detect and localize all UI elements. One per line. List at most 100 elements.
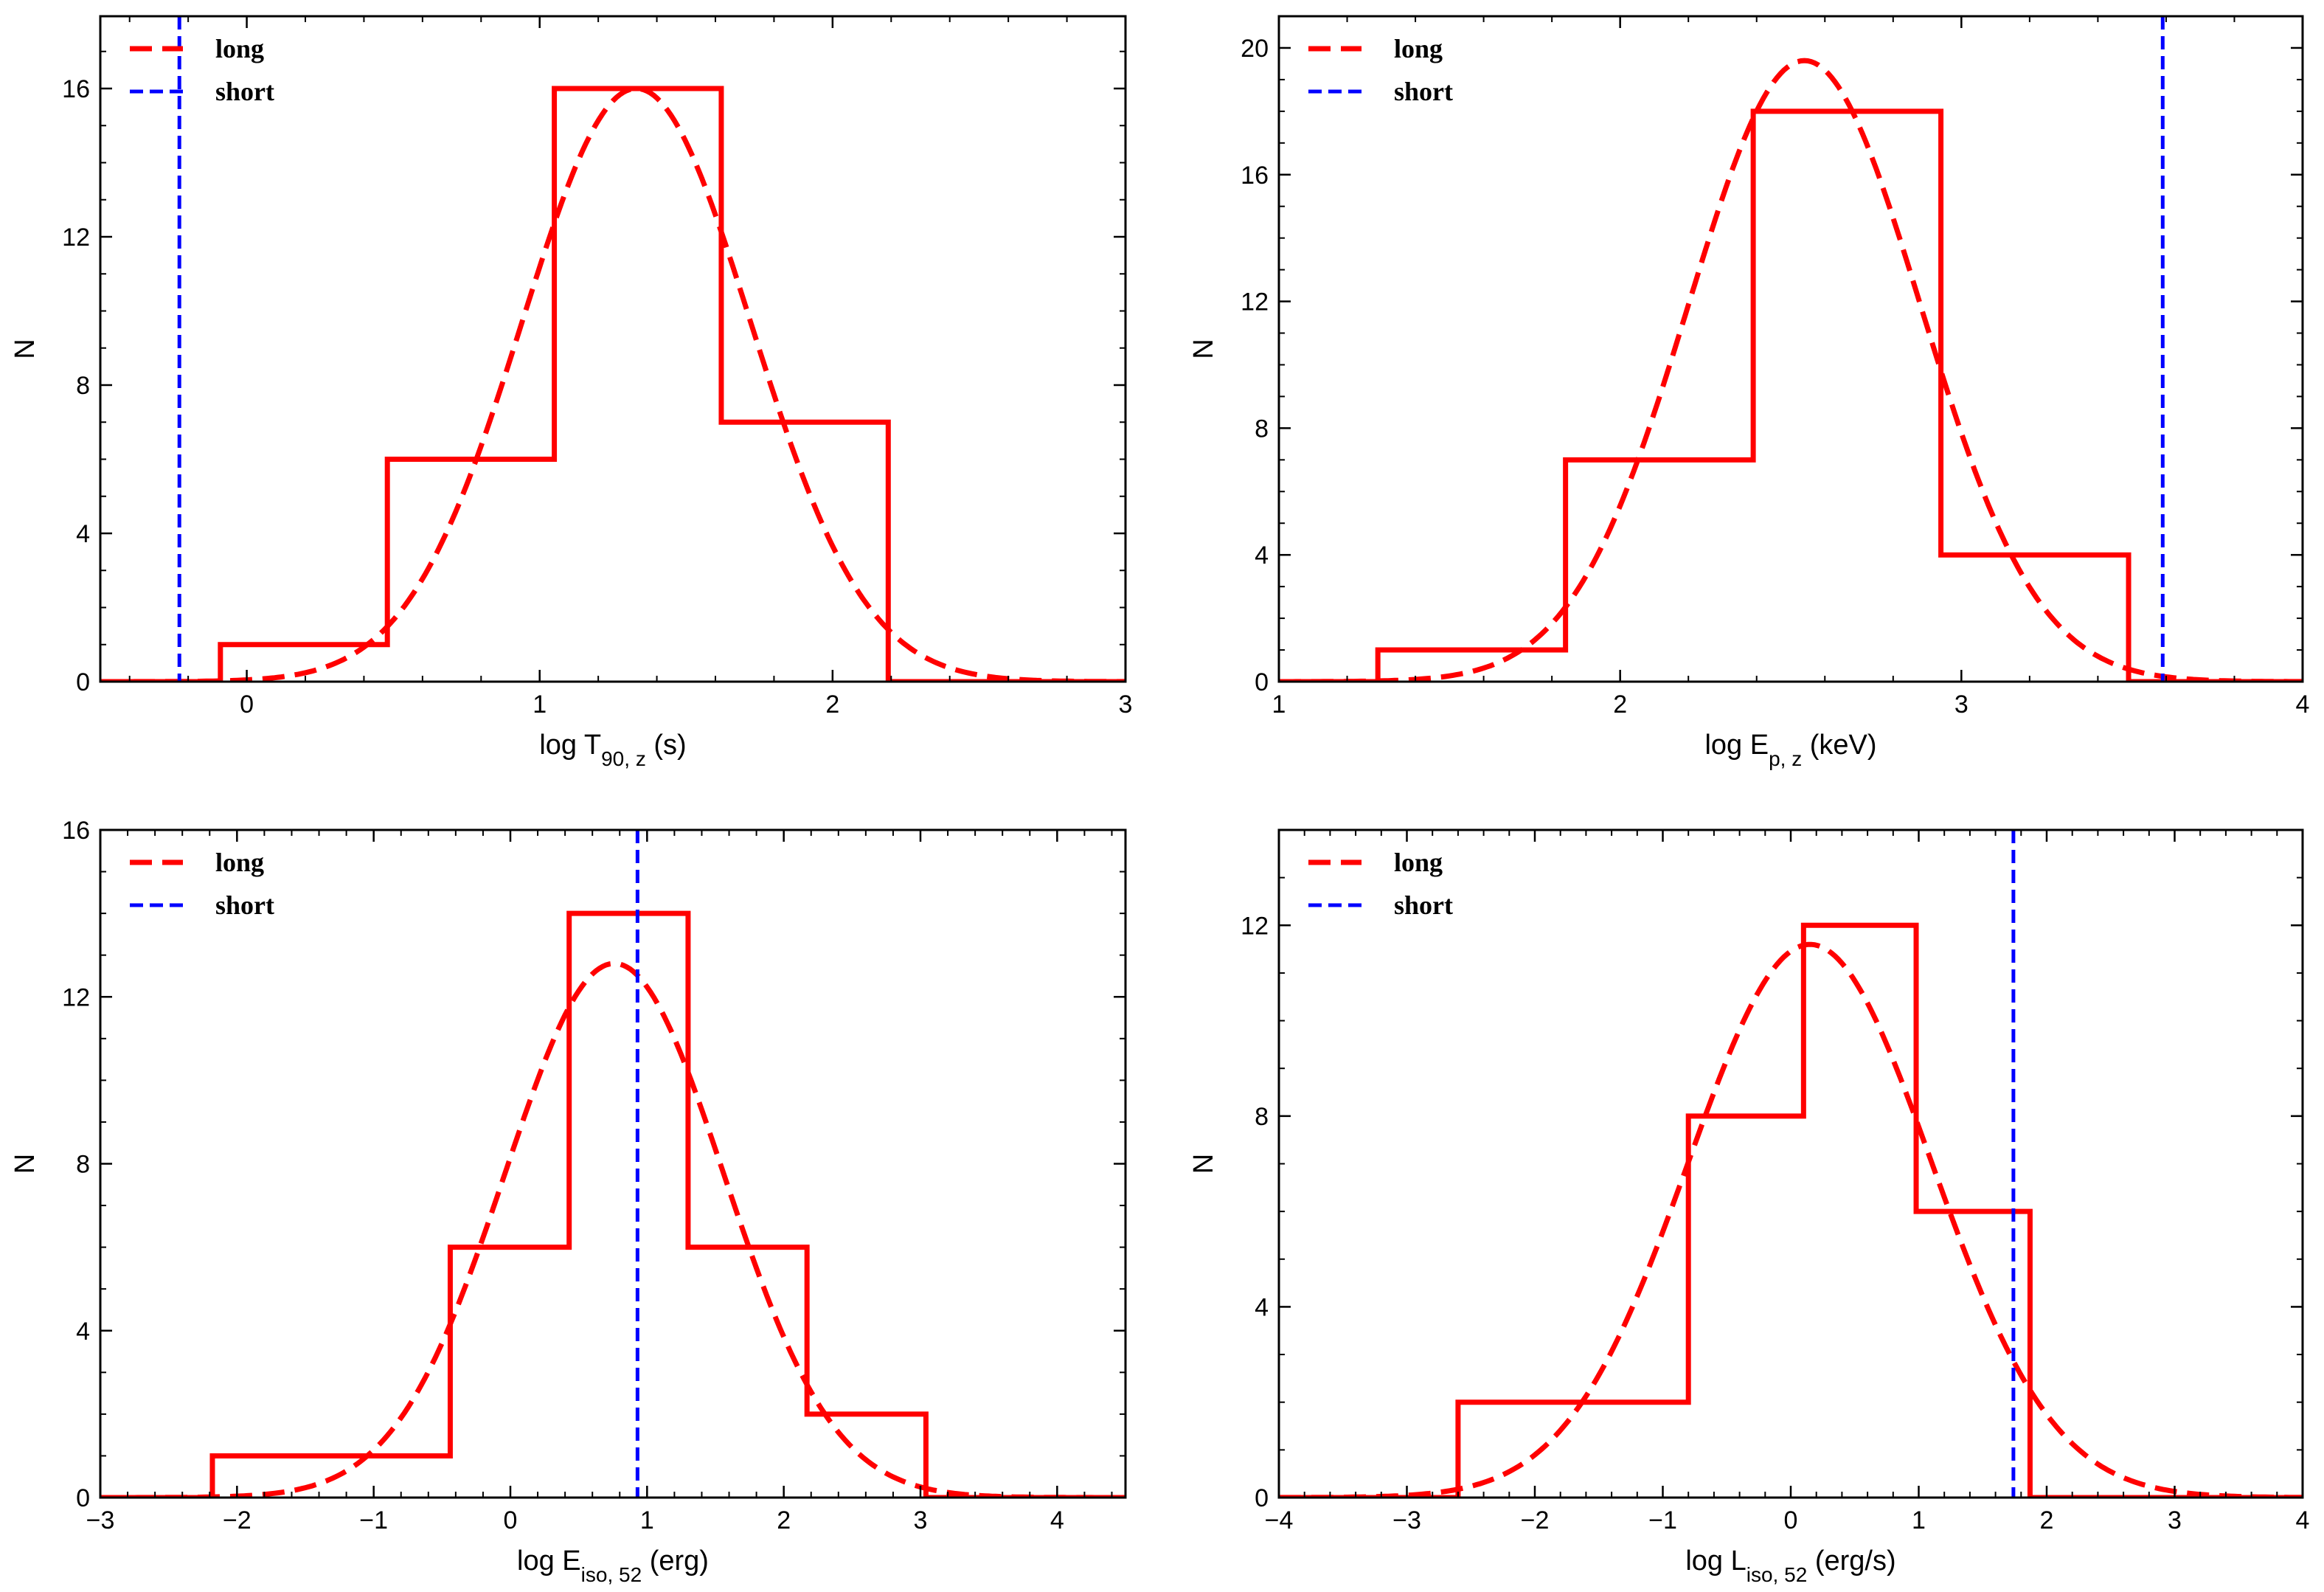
y-tick-label: 12 <box>1241 912 1269 940</box>
histogram-long <box>1279 922 2303 1498</box>
x-tick-label: 2 <box>825 691 839 719</box>
x-tick-label: 4 <box>1050 1506 1064 1534</box>
histogram-bin-4 <box>569 913 688 1498</box>
y-axis-label: N <box>10 339 41 359</box>
legend-label-long: long <box>215 34 264 63</box>
x-tick-label: 1 <box>640 1506 654 1534</box>
x-tick-label: 1 <box>1272 691 1286 719</box>
x-axis-label: log T90, z (s) <box>539 730 686 770</box>
x-tick-label: 0 <box>240 691 254 719</box>
y-axis-label: N <box>10 1154 41 1174</box>
x-axis-label-subscript: 90, z <box>601 747 646 770</box>
legend-label-long: long <box>1394 848 1443 877</box>
plot-frame <box>1277 828 2304 1499</box>
histogram-bin-4 <box>1803 925 1916 1498</box>
x-tick-label: 0 <box>504 1506 518 1534</box>
histogram-bin-2 <box>331 1456 450 1498</box>
y-axis-label: N <box>1188 1154 1219 1174</box>
gaussian-fit-long <box>100 86 1125 682</box>
x-tick-label: 3 <box>914 1506 928 1534</box>
y-tick-label: 4 <box>76 520 90 548</box>
y-tick-label: 4 <box>1255 541 1269 570</box>
histogram-bin-2 <box>387 459 554 682</box>
x-axis-label-main: log L <box>1685 1546 1746 1577</box>
plot-frame <box>1277 15 2304 683</box>
legend-label-short: short <box>1394 77 1453 106</box>
x-tick-label: −1 <box>1648 1506 1677 1534</box>
x-axis-label: log Eiso, 52 (erg) <box>517 1546 709 1586</box>
plot-area <box>1279 16 2303 682</box>
y-tick-label: 0 <box>76 668 90 696</box>
x-tick-label: −3 <box>86 1506 115 1534</box>
y-axis-label: N <box>1188 339 1219 359</box>
x-axis-label-subscript: iso, 52 <box>581 1563 642 1586</box>
x-tick-label: 1 <box>533 691 547 719</box>
y-tick-label: 8 <box>76 372 90 400</box>
histogram-bin-3 <box>1753 111 1940 682</box>
histogram-long <box>100 86 1125 682</box>
y-tick-label: 0 <box>76 1484 90 1512</box>
x-tick-label: −4 <box>1265 1506 1294 1534</box>
histogram-bin-3 <box>555 89 721 682</box>
x-tick-label: 3 <box>2168 1506 2182 1534</box>
legend-label-short: short <box>1394 890 1453 920</box>
x-tick-label: 0 <box>1784 1506 1798 1534</box>
y-tick-label: 12 <box>1241 288 1269 316</box>
x-axis-label-subscript: p, z <box>1769 747 1802 770</box>
x-tick-label: 3 <box>1119 691 1133 719</box>
y-tick-label: 12 <box>62 983 90 1011</box>
x-axis-label-main: log E <box>1704 730 1769 761</box>
x-axis-label-main: log T <box>539 730 601 761</box>
x-tick-label: −1 <box>359 1506 388 1534</box>
y-tick-label: 8 <box>1255 415 1269 443</box>
x-tick-label: 2 <box>1613 691 1627 719</box>
histogram-long <box>1279 108 2303 682</box>
y-tick-label: 16 <box>62 817 90 845</box>
histogram-long <box>100 910 1125 1498</box>
plot-area <box>100 830 1125 1498</box>
legend-label-short: short <box>215 890 274 920</box>
y-tick-label: 0 <box>1255 1484 1269 1512</box>
x-tick-label: 4 <box>2296 1506 2310 1534</box>
x-tick-label: 2 <box>2040 1506 2054 1534</box>
x-tick-label: 4 <box>2296 691 2310 719</box>
y-tick-label: 0 <box>1255 668 1269 696</box>
histogram-bin-6 <box>807 1414 926 1498</box>
gaussian-fit-long <box>100 961 1125 1498</box>
histogram-bin-4 <box>721 422 888 682</box>
legend-label-long: long <box>215 848 264 877</box>
x-axis-label-main: log E <box>517 1546 581 1577</box>
gaussian-fit-long <box>1279 941 2303 1498</box>
legend-label-long: long <box>1394 34 1443 63</box>
histogram-bin-1 <box>1378 650 1565 682</box>
y-tick-label: 8 <box>76 1151 90 1179</box>
x-tick-label: −2 <box>223 1506 252 1534</box>
y-tick-label: 20 <box>1241 35 1269 63</box>
x-tick-label: 1 <box>1912 1506 1926 1534</box>
legend-label-short: short <box>215 77 274 106</box>
x-axis-label: log Liso, 52 (erg/s) <box>1685 1546 1895 1586</box>
x-axis-label-unit: (s) <box>646 730 687 761</box>
x-tick-label: 2 <box>777 1506 791 1534</box>
histogram-bin-4 <box>1941 555 2129 682</box>
y-tick-label: 16 <box>1241 162 1269 190</box>
histogram-bin-3 <box>1688 1116 1803 1498</box>
plot-area <box>100 16 1125 682</box>
x-tick-label: −3 <box>1392 1506 1421 1534</box>
x-tick-label: −2 <box>1521 1506 1550 1534</box>
x-axis-label-unit: (keV) <box>1802 730 1876 761</box>
x-axis-label-subscript: iso, 52 <box>1747 1563 1808 1586</box>
histogram-bin-5 <box>688 1247 807 1498</box>
x-axis-label: log Ep, z (keV) <box>1704 730 1876 770</box>
y-tick-label: 4 <box>76 1318 90 1346</box>
plot-area <box>1279 830 2303 1498</box>
x-axis-label-unit: (erg) <box>642 1546 709 1577</box>
histogram-bin-2 <box>1566 460 1753 682</box>
y-tick-label: 16 <box>62 75 90 103</box>
gaussian-fit-long <box>1279 58 2303 682</box>
plot-frame <box>99 15 1127 683</box>
